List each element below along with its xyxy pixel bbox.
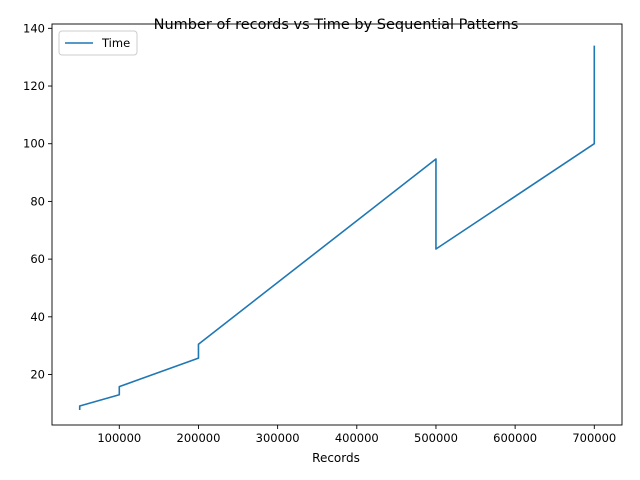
y-tick-label: 120 (23, 79, 45, 93)
x-axis-label: Records (312, 451, 360, 465)
x-tick-label: 200000 (177, 431, 221, 445)
legend-label: Time (101, 36, 130, 50)
chart-title: Number of records vs Time by Sequential … (154, 17, 519, 33)
legend-box (58, 30, 138, 56)
x-tick-label: 400000 (335, 431, 379, 445)
plot-area: 100000 200000 300000 400000 500000 600000 7000… (23, 21, 623, 445)
axes-frame (51, 23, 623, 426)
legend: Time (58, 30, 138, 56)
x-tick-label: 600000 (493, 431, 537, 445)
x-tick-label: 500000 (414, 431, 458, 445)
y-tick-label: 140 (23, 21, 45, 35)
series-line-0 (78, 45, 596, 410)
y-tick-label: 20 (30, 368, 45, 382)
y-tick-label: 60 (30, 252, 45, 266)
x-tick-label: 100000 (97, 431, 141, 445)
y-tick-label: 100 (23, 137, 45, 151)
x-tick-label: 700000 (572, 431, 616, 445)
y-tick-label: 40 (30, 310, 45, 324)
x-tick-label: 300000 (256, 431, 300, 445)
y-tick-label: 80 (30, 194, 45, 208)
